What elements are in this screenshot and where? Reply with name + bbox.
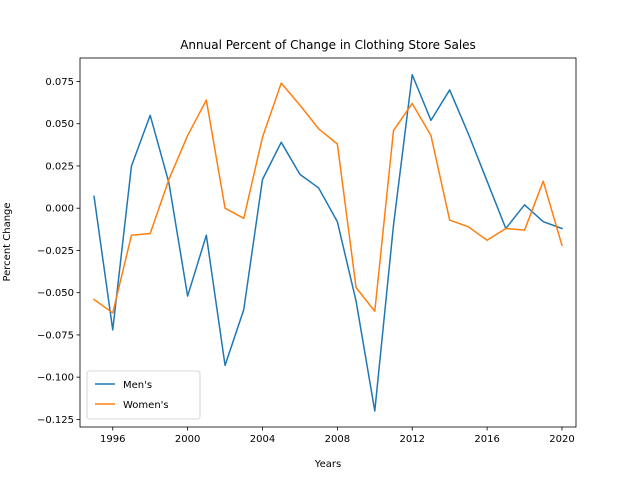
x-axis-label: Years — [314, 459, 341, 470]
y-tick-label: 0.025 — [45, 161, 74, 172]
x-tick-label: 2012 — [399, 434, 424, 445]
y-tick-label: 0.050 — [45, 119, 74, 130]
y-tick-label: −0.100 — [37, 373, 74, 384]
x-tick-label: 1996 — [100, 434, 125, 445]
y-tick-label: −0.050 — [37, 288, 74, 299]
y-axis-label: Percent Change — [2, 202, 13, 281]
x-tick-label: 2000 — [175, 434, 200, 445]
legend-label-1: Women's — [123, 400, 169, 411]
series-line-0 — [93, 73, 563, 412]
y-tick-label: 0.075 — [45, 77, 74, 88]
axes-frame — [79, 57, 577, 428]
x-tick-label: 2008 — [325, 434, 350, 445]
y-tick-label: −0.125 — [37, 415, 74, 426]
plot-area — [92, 73, 563, 412]
y-tick-label: −0.075 — [37, 330, 74, 341]
axes: 1996 2000 2004 2008 2012 2016 2020 −0.125 −0.100… — [37, 57, 577, 445]
y-tick-label: −0.025 — [37, 246, 74, 257]
x-tick-label: 2004 — [250, 434, 275, 445]
legend-label-0: Men's — [123, 380, 152, 391]
series-line-1 — [92, 82, 563, 314]
chart-title: Annual Percent of Change in Clothing Sto… — [180, 38, 476, 52]
y-tick-label: 0.000 — [45, 204, 74, 215]
x-tick-label: 2016 — [474, 434, 499, 445]
legend-box — [86, 370, 201, 420]
x-tick-label: 2020 — [549, 434, 574, 445]
legend: Men's Women's — [86, 370, 201, 420]
